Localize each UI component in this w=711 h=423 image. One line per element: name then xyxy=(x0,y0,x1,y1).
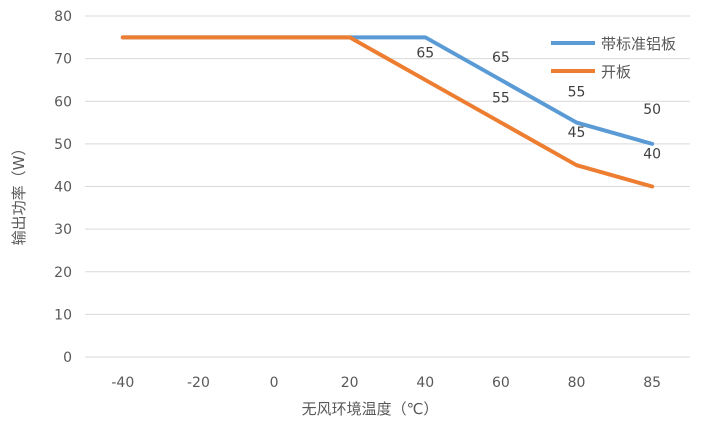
series-layer xyxy=(120,35,655,189)
x-tick-label: 80 xyxy=(568,375,586,391)
y-axis-title: 输出功率（W） xyxy=(10,141,28,246)
data-label: 55 xyxy=(492,91,510,107)
data-label: 65 xyxy=(416,45,434,61)
data-label: 55 xyxy=(568,85,586,101)
data-label: 40 xyxy=(643,147,661,163)
y-tick-label: 0 xyxy=(63,350,72,366)
x-tick-label: 60 xyxy=(492,375,510,391)
y-tick-label: 30 xyxy=(54,222,72,238)
y-tick-label: 40 xyxy=(54,180,72,196)
y-tick-label: 80 xyxy=(54,9,72,25)
x-tick-label: 0 xyxy=(270,375,279,391)
x-axis-title: 无风环境温度（℃） xyxy=(302,400,439,418)
y-tick-label: 70 xyxy=(54,52,72,68)
x-tick-label: -40 xyxy=(111,375,134,391)
y-tick-label: 20 xyxy=(54,265,72,281)
y-tick-label: 10 xyxy=(54,307,72,323)
data-label-layer: 65 65 55 50 55 45 40 xyxy=(416,45,661,162)
data-label: 45 xyxy=(568,125,586,141)
x-tick-label: 20 xyxy=(341,375,359,391)
y-tick-label: 60 xyxy=(54,94,72,110)
x-tick-label: 40 xyxy=(416,375,434,391)
data-label: 65 xyxy=(492,50,510,66)
series-line-2 xyxy=(120,35,655,189)
grid-layer xyxy=(85,15,690,358)
data-label: 50 xyxy=(643,102,661,118)
x-tick-label: 85 xyxy=(643,375,661,391)
y-tick-label: 50 xyxy=(54,137,72,153)
x-tick-label: -20 xyxy=(187,375,210,391)
legend-label: 开板 xyxy=(601,63,631,81)
y-axis-ticks: 0 10 20 30 40 50 60 70 80 xyxy=(54,9,72,366)
legend-label: 带标准铝板 xyxy=(601,35,676,53)
x-axis-ticks: -40 -20 0 20 40 60 80 85 xyxy=(111,375,661,391)
